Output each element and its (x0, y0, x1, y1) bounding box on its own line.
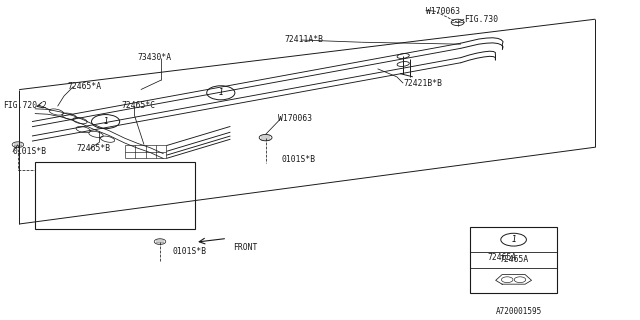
Text: W170063: W170063 (278, 114, 312, 123)
Text: 1: 1 (218, 88, 223, 97)
Text: 72465A: 72465A (488, 253, 517, 262)
Text: FRONT: FRONT (234, 243, 258, 252)
Text: 1: 1 (511, 235, 516, 244)
Text: FIG.730: FIG.730 (464, 15, 498, 24)
Text: A720001595: A720001595 (496, 308, 542, 316)
Text: 72411A*B: 72411A*B (285, 36, 324, 44)
Text: 72465*A: 72465*A (67, 82, 101, 91)
Text: 0101S*B: 0101S*B (173, 247, 207, 256)
Text: 72421B*B: 72421B*B (403, 79, 442, 88)
Text: 0101S*B: 0101S*B (282, 156, 316, 164)
Bar (470, 227, 557, 293)
Text: 72465*C: 72465*C (122, 101, 156, 110)
Text: W170063: W170063 (426, 7, 460, 16)
Text: 72465*B: 72465*B (77, 144, 111, 153)
Text: 72465A: 72465A (499, 255, 528, 265)
Text: 1: 1 (103, 117, 108, 126)
Text: 0101S*B: 0101S*B (13, 148, 47, 156)
Text: FIG.720-2: FIG.720-2 (3, 101, 47, 110)
Text: 73430*A: 73430*A (138, 53, 172, 62)
Bar (35, 162, 195, 229)
